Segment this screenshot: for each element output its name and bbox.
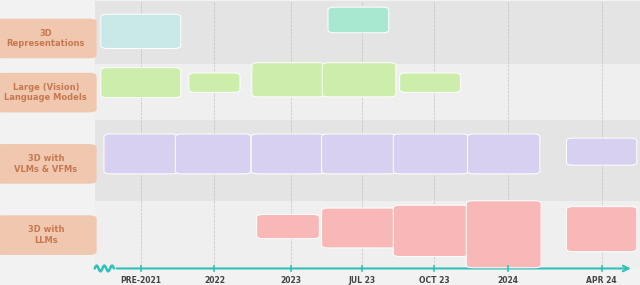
Text: 2024: 2024 (497, 276, 518, 285)
FancyBboxPatch shape (95, 1, 640, 64)
FancyBboxPatch shape (0, 73, 97, 112)
FancyBboxPatch shape (322, 134, 397, 174)
FancyBboxPatch shape (104, 134, 177, 174)
FancyBboxPatch shape (189, 73, 240, 92)
FancyBboxPatch shape (252, 134, 325, 174)
Text: Point Cloud, Mesh,
SDF, deepSDF, NeRF: Point Cloud, Mesh, SDF, deepSDF, NeRF (103, 25, 179, 38)
Text: ScanRefer,
ReferIt3D,
PointCLIP,
...: ScanRefer, ReferIt3D, PointCLIP, ... (122, 140, 160, 168)
Text: OpenScene,
PLA, UniT3D,
CLIP-Fields,
...: OpenScene, PLA, UniT3D, CLIP-Fields, ... (265, 140, 311, 168)
FancyBboxPatch shape (566, 138, 637, 165)
FancyBboxPatch shape (101, 68, 180, 97)
Text: ConceptFusion,
ViewRefer,
SayPlan, 3D-LLM,
VoxPoser, ...: ConceptFusion, ViewRefer, SayPlan, 3D-LL… (328, 214, 390, 242)
FancyBboxPatch shape (400, 73, 461, 92)
Text: LEO, Z5VG3D,
ShapeGPT,
Point-LLM,
LL3DA, NaviLLM,
GPT4Point,
Chat-3D V2,
Holodec: LEO, Z5VG3D, ShapeGPT, Point-LLM, LL3DA,… (474, 205, 534, 264)
FancyBboxPatch shape (466, 201, 541, 268)
FancyBboxPatch shape (0, 19, 97, 58)
Text: Chat-3D,
UniHSI,
Transcribe3D,
LLM-Grounder,
LLMR, 3D-GPT,
PointBind, ...: Chat-3D, UniHSI, Transcribe3D, LLM-Groun… (404, 209, 458, 253)
FancyBboxPatch shape (101, 14, 180, 48)
FancyBboxPatch shape (95, 120, 640, 201)
FancyBboxPatch shape (0, 144, 97, 184)
FancyBboxPatch shape (95, 64, 640, 120)
Text: BLIP, GPT3.5,
OPT, Flan-T5,
Flamingo, ...: BLIP, GPT3.5, OPT, Flan-T5, Flamingo, ..… (264, 69, 313, 90)
Text: MultiPLY,
GALA-3D,
3D-VLA,
Agent3D-Zero,
Scene-LLM, ...: MultiPLY, GALA-3D, 3D-VLA, Agent3D-Zero,… (575, 211, 628, 247)
Text: 2023: 2023 (281, 276, 301, 285)
Text: CLIP: CLIP (207, 80, 222, 86)
Text: GPT1, BERT,
GPT2, T5, GPT3: GPT1, BERT, GPT2, T5, GPT3 (113, 76, 169, 89)
Text: 3D-VisTA,
OpenMask3D,
OpenIns3D,
LAMP, CoDA, ...: 3D-VisTA, OpenMask3D, OpenIns3D, LAMP, C… (403, 140, 458, 168)
Text: 3D with
VLMs & VFMs: 3D with VLMs & VFMs (14, 154, 77, 174)
Text: 2022: 2022 (204, 276, 225, 285)
Text: 3D
Representations: 3D Representations (6, 29, 85, 48)
FancyBboxPatch shape (322, 208, 397, 248)
Text: GPT4V: GPT4V (418, 80, 442, 86)
FancyBboxPatch shape (328, 7, 389, 33)
FancyBboxPatch shape (393, 134, 468, 174)
Text: APR 24: APR 24 (586, 276, 617, 285)
Text: Vicuna, LLaMA,
GPT4, LLaMA2,
LLaVA, ...: Vicuna, LLaMA, GPT4, LLaMA2, LLaVA, ... (332, 69, 387, 90)
Text: 3D with
LLMs: 3D with LLMs (28, 225, 64, 245)
FancyBboxPatch shape (252, 63, 326, 97)
FancyBboxPatch shape (0, 215, 97, 255)
Text: OCT 23: OCT 23 (419, 276, 449, 285)
FancyBboxPatch shape (95, 201, 640, 268)
Text: PRE-2021: PRE-2021 (120, 276, 161, 285)
Text: JUL 23: JUL 23 (348, 276, 375, 285)
Text: OVIR-3D,
LangSplat,
Open3DIS,
Uni3DL, ...: OVIR-3D, LangSplat, Open3DIS, Uni3DL, ..… (484, 140, 523, 168)
Text: Large (Vision)
Language Models: Large (Vision) Language Models (4, 83, 87, 102)
FancyBboxPatch shape (566, 207, 637, 252)
FancyBboxPatch shape (323, 63, 396, 97)
Text: 3D-OVS, LERF,
RegionPLC,
CLIP-FO3D,
Multi_CLIP, ...: 3D-OVS, LERF, RegionPLC, CLIP-FO3D, Mult… (333, 139, 385, 168)
Text: Chen et al,
...: Chen et al, ... (269, 220, 307, 233)
Text: SpatialVLM,
N2F2, ...: SpatialVLM, N2F2, ... (580, 145, 623, 158)
FancyBboxPatch shape (257, 214, 319, 239)
FancyBboxPatch shape (468, 134, 540, 174)
FancyBboxPatch shape (175, 134, 251, 174)
FancyBboxPatch shape (393, 205, 468, 256)
Text: D3Net, 3DVG,
InstanceRefer,
LanguageRefer,
...: D3Net, 3DVG, InstanceRefer, LanguageRefe… (184, 140, 242, 168)
Text: Gaussian
Splatting: Gaussian Splatting (342, 13, 375, 27)
